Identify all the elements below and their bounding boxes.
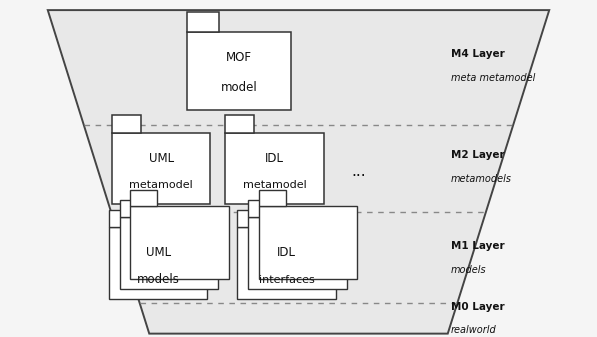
Bar	[186, 32, 291, 110]
Text: UML: UML	[146, 246, 171, 259]
Text: model: model	[220, 81, 257, 94]
Text: metamodel: metamodel	[130, 180, 193, 190]
Bar	[130, 206, 229, 279]
Bar	[259, 189, 286, 206]
Bar	[226, 133, 324, 204]
Bar	[119, 216, 219, 289]
Text: M1 Layer: M1 Layer	[451, 241, 504, 251]
Bar	[112, 115, 141, 133]
Text: interfaces: interfaces	[259, 275, 315, 285]
Text: IDL: IDL	[277, 246, 296, 259]
Text: realworld: realworld	[451, 325, 497, 335]
Bar	[119, 200, 147, 217]
Text: metamodels: metamodels	[451, 174, 512, 184]
Bar	[112, 133, 211, 204]
Text: IDL: IDL	[265, 152, 284, 165]
Text: MOF: MOF	[226, 51, 252, 64]
Bar	[109, 226, 208, 299]
Text: ...: ...	[351, 164, 365, 179]
Bar	[237, 226, 336, 299]
Bar	[130, 189, 157, 206]
Bar	[226, 115, 254, 133]
Bar	[248, 200, 275, 217]
Text: metamodel: metamodel	[243, 180, 306, 190]
Text: UML: UML	[149, 152, 174, 165]
Bar	[259, 206, 358, 279]
Text: M0 Layer: M0 Layer	[451, 302, 504, 312]
Text: M4 Layer: M4 Layer	[451, 49, 504, 59]
Bar	[237, 210, 264, 226]
Polygon shape	[48, 10, 549, 334]
Bar	[109, 210, 136, 226]
Text: models: models	[137, 273, 180, 286]
Text: models: models	[451, 265, 487, 275]
Text: M2 Layer: M2 Layer	[451, 150, 504, 160]
Bar	[248, 216, 346, 289]
Bar	[186, 12, 220, 32]
Text: meta metamodel: meta metamodel	[451, 72, 535, 83]
